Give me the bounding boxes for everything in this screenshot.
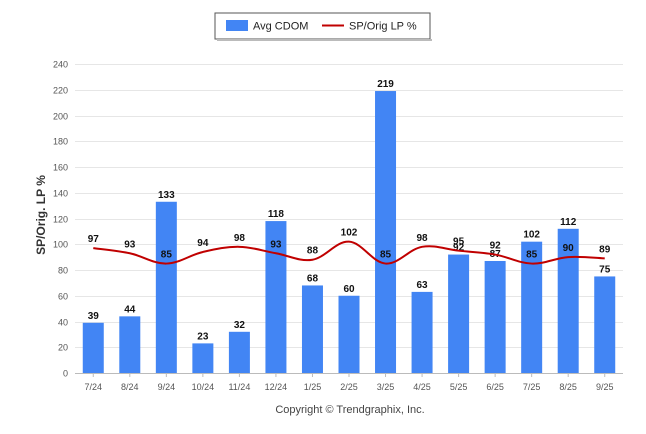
x-tick-label: 2/25 (340, 382, 358, 392)
sp-orig-lp-line (93, 240, 605, 265)
legend: Avg CDOM SP/Orig LP % (214, 12, 432, 41)
bar (557, 228, 579, 373)
bar-value-label: 60 (343, 284, 355, 295)
y-tick-label: 0 (63, 369, 68, 379)
x-axis-ticks: 7/24 8/24 9/24 10/24 11/24 12/24 1/25 2/25 3/25 4… (85, 373, 614, 392)
y-tick-label: 180 (53, 137, 68, 147)
line-value-label: 88 (307, 246, 319, 257)
x-tick-label: 3/25 (377, 382, 395, 392)
bar-value-label: 23 (197, 331, 209, 342)
bar (228, 331, 250, 373)
line-value-label: 89 (599, 244, 611, 255)
legend-swatch-avg-cdom (226, 20, 248, 31)
bar (155, 201, 177, 373)
bar (192, 343, 214, 373)
x-tick-label: 1/25 (304, 382, 322, 392)
y-axis-ticks: 0 20 40 60 80 100 120 140 160 180 200 220 240 (53, 60, 68, 379)
copyright-text: Copyright © Trendgraphix, Inc. (275, 404, 424, 416)
bar (265, 221, 287, 373)
bar (119, 316, 141, 373)
y-tick-label: 120 (53, 215, 68, 225)
bar (301, 285, 323, 373)
bar-value-label: 102 (523, 230, 540, 241)
x-tick-label: 6/25 (486, 382, 504, 392)
bar (375, 91, 397, 373)
legend-shadow (217, 39, 432, 41)
bar (82, 322, 104, 373)
line-value-label: 94 (197, 238, 209, 249)
line-value-label: 98 (234, 233, 246, 244)
bar (448, 254, 470, 373)
line-value-label: 90 (563, 243, 575, 254)
y-axis-title: SP/Orig. LP % (34, 175, 48, 255)
y-tick-label: 60 (58, 292, 68, 302)
line-value-label: 97 (88, 234, 100, 245)
bars (82, 91, 616, 373)
y-tick-label: 140 (53, 189, 68, 199)
line-value-label: 85 (380, 250, 392, 261)
x-tick-label: 11/24 (228, 382, 250, 392)
line-series (93, 240, 605, 265)
y-tick-label: 200 (53, 112, 68, 122)
line-value-label: 85 (526, 250, 538, 261)
bar (484, 260, 506, 373)
bar (338, 295, 360, 373)
x-tick-label: 7/25 (523, 382, 541, 392)
line-value-label: 85 (161, 250, 173, 261)
bar (521, 241, 543, 373)
bar-value-label: 39 (88, 311, 100, 322)
x-tick-label: 9/25 (596, 382, 614, 392)
line-value-label: 95 (453, 237, 465, 248)
y-tick-label: 160 (53, 163, 68, 173)
line-value-label: 93 (270, 239, 282, 250)
x-tick-label: 7/24 (85, 382, 103, 392)
y-tick-label: 20 (58, 343, 68, 353)
line-value-label: 93 (124, 239, 136, 250)
x-tick-label: 9/24 (158, 382, 176, 392)
y-tick-label: 220 (53, 86, 68, 96)
bar-value-label: 92 (453, 243, 465, 254)
bar-value-label: 118 (268, 209, 285, 220)
bar-value-label: 219 (377, 79, 394, 90)
line-value-label: 92 (490, 241, 502, 252)
bar-value-label: 133 (158, 190, 175, 201)
line-value-label: 102 (341, 228, 358, 239)
bar (411, 291, 433, 373)
y-tick-label: 80 (58, 266, 68, 276)
x-tick-label: 10/24 (192, 382, 215, 392)
x-tick-label: 5/25 (450, 382, 468, 392)
y-tick-label: 100 (53, 240, 68, 250)
x-tick-label: 4/25 (413, 382, 431, 392)
y-tick-label: 240 (53, 60, 68, 70)
bar-value-label: 75 (599, 264, 611, 275)
bar-value-label: 44 (124, 304, 136, 315)
y-tick-label: 40 (58, 318, 68, 328)
x-tick-label: 8/25 (559, 382, 577, 392)
bar-value-label: 112 (560, 217, 577, 228)
line-value-label: 98 (417, 233, 429, 244)
bar (594, 276, 616, 373)
bar-value-label: 63 (417, 280, 429, 291)
bar-value-label: 68 (307, 273, 319, 284)
legend-label-sp-orig-lp: SP/Orig LP % (349, 21, 417, 33)
bar-value-label: 32 (234, 320, 246, 331)
legend-label-avg-cdom: Avg CDOM (253, 21, 308, 33)
x-tick-label: 12/24 (265, 382, 288, 392)
x-tick-label: 8/24 (121, 382, 139, 392)
